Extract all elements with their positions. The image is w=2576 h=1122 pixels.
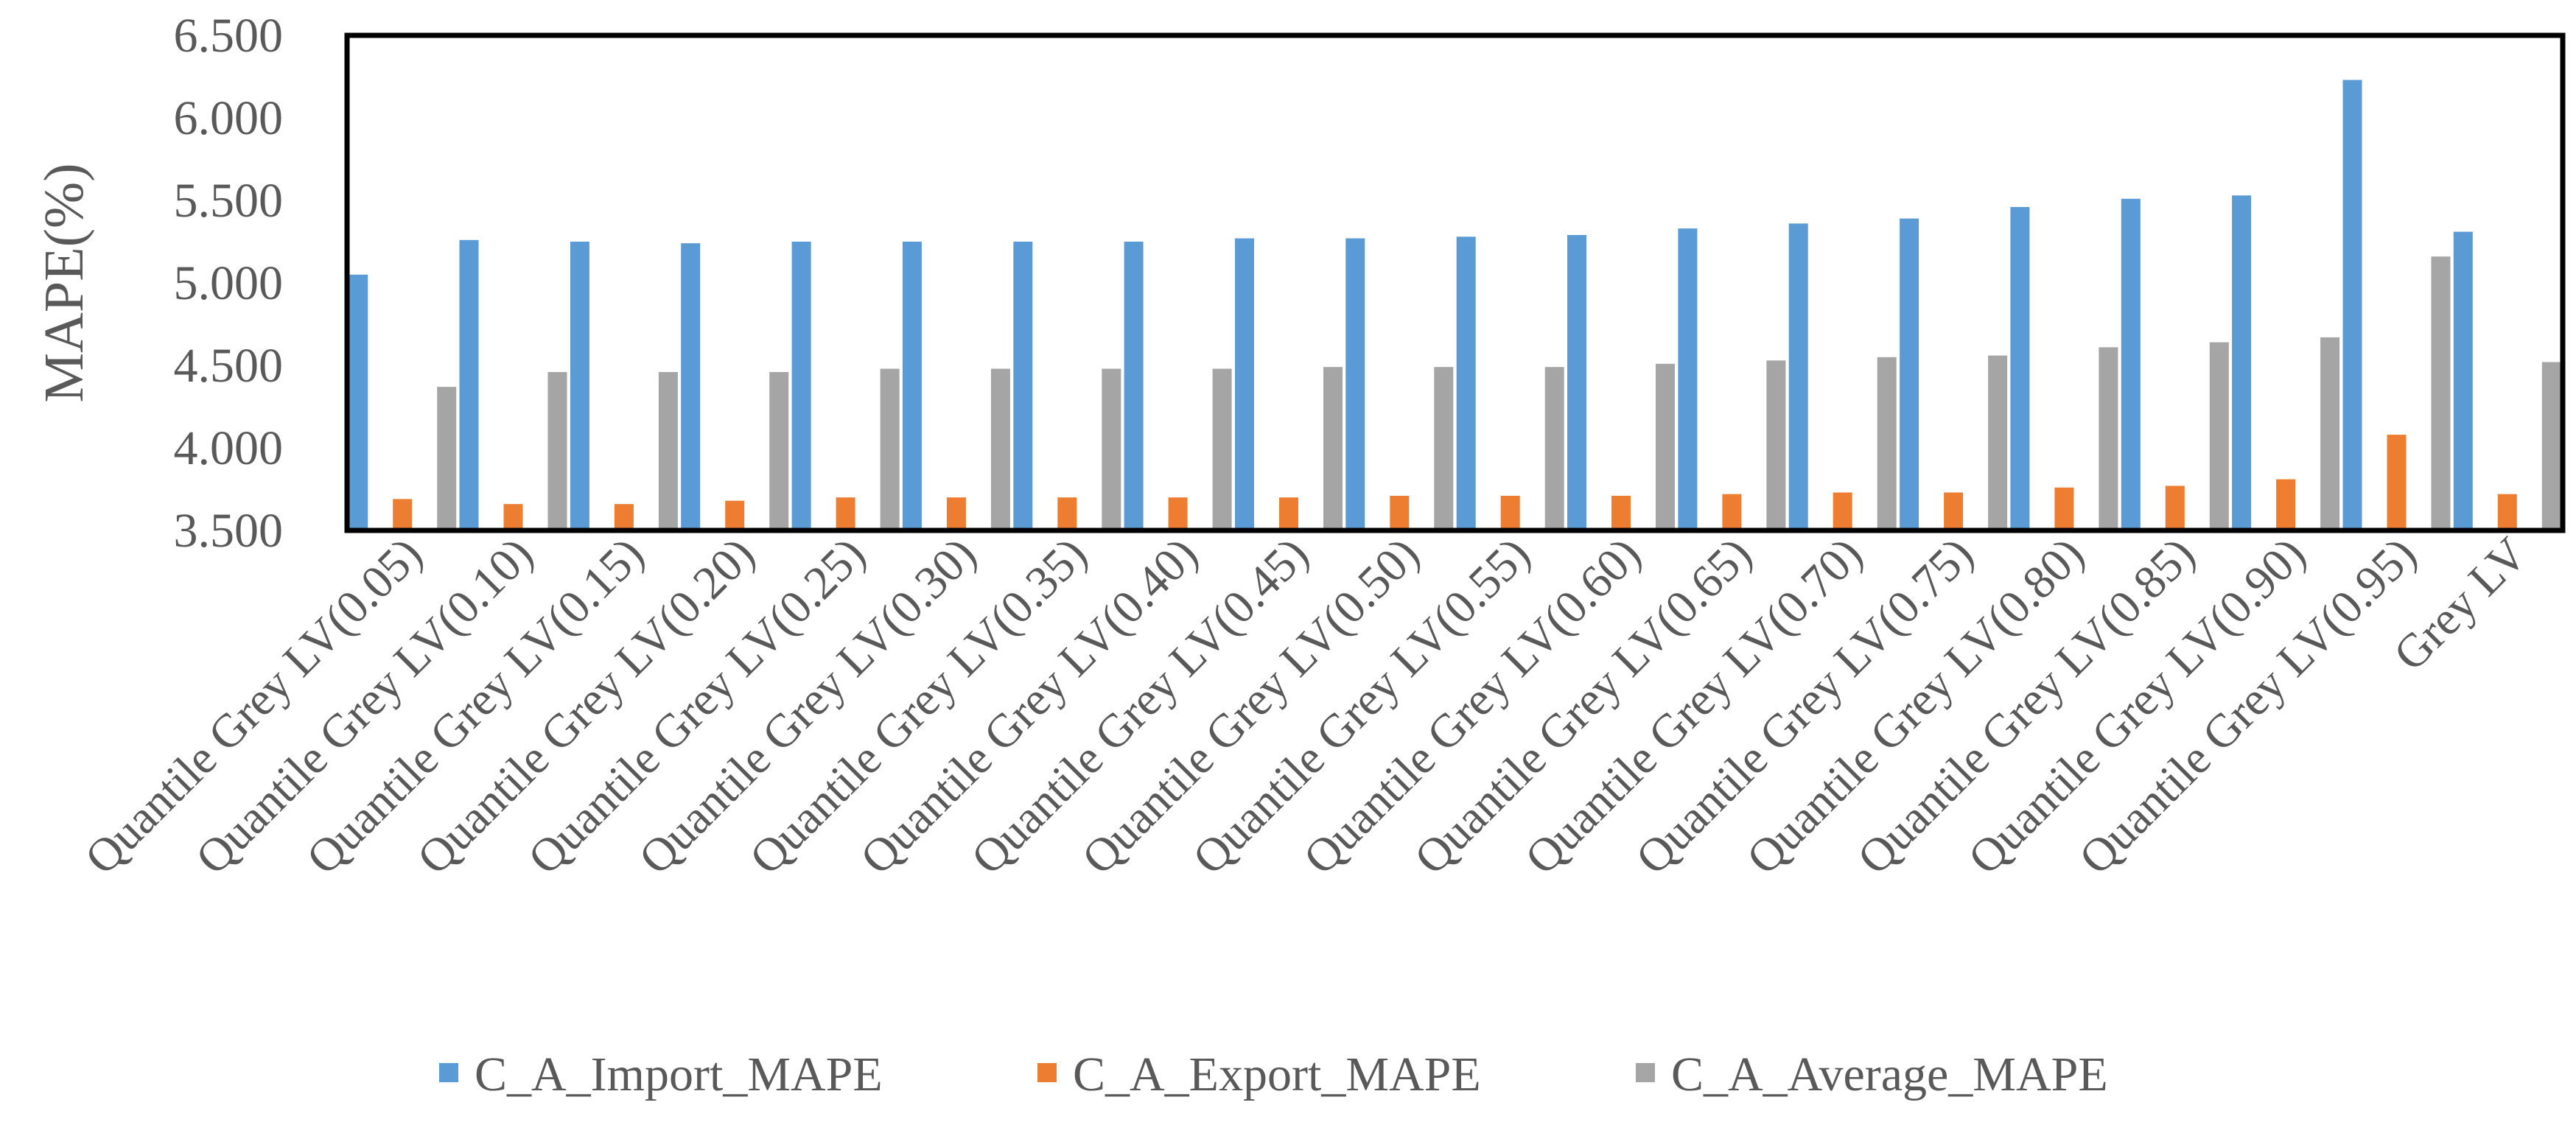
bar-C_A_Average_MAPE-15 [1988, 355, 2008, 530]
bar-C_A_Average_MAPE-16 [2099, 347, 2118, 530]
bar-C_A_Average_MAPE-8 [1212, 368, 1232, 530]
y-tick-label: 6.000 [174, 91, 284, 145]
bar-C_A_Export_MAPE-7 [1057, 497, 1077, 530]
bar-C_A_Export_MAPE-14 [1833, 492, 1852, 530]
y-tick-label: 3.500 [174, 504, 284, 558]
bar-C_A_Average_MAPE-12 [1656, 363, 1675, 530]
bar-C_A_Average_MAPE-11 [1544, 367, 1564, 530]
bar-C_A_Import_MAPE-12 [1567, 235, 1586, 530]
bar-C_A_Export_MAPE-17 [2165, 485, 2185, 530]
bar-C_A_Import_MAPE-4 [681, 243, 701, 530]
bar-C_A_Average_MAPE-19 [2431, 256, 2451, 530]
bar-C_A_Export_MAPE-13 [1722, 494, 1742, 530]
bar-C_A_Import_MAPE-17 [2121, 198, 2141, 530]
bar-C_A_Average_MAPE-14 [1877, 357, 1897, 530]
bar-C_A_Export_MAPE-12 [1611, 496, 1631, 530]
bar-C_A_Export_MAPE-5 [836, 497, 855, 530]
bar-C_A_Average_MAPE-7 [1102, 368, 1121, 530]
bar-C_A_Export_MAPE-2 [503, 504, 523, 530]
bar-C_A_Import_MAPE-13 [1678, 228, 1698, 530]
y-tick-label: 4.500 [174, 339, 284, 393]
legend-label-C_A_Average_MAPE: C_A_Average_MAPE [1671, 1048, 2108, 1101]
bar-C_A_Export_MAPE-20 [2497, 494, 2517, 530]
legend-swatch-C_A_Export_MAPE [1037, 1063, 1057, 1082]
bar-C_A_Import_MAPE-7 [1013, 242, 1033, 530]
bar-C_A_Import_MAPE-9 [1235, 238, 1254, 530]
bar-C_A_Export_MAPE-3 [614, 504, 634, 530]
bar-C_A_Import_MAPE-16 [2010, 207, 2030, 530]
bar-C_A_Import_MAPE-20 [2453, 231, 2473, 530]
bar-C_A_Average_MAPE-10 [1434, 367, 1454, 530]
bar-C_A_Average_MAPE-3 [658, 372, 678, 530]
bar-C_A_Export_MAPE-19 [2387, 435, 2407, 530]
bar-C_A_Import_MAPE-8 [1124, 242, 1144, 530]
legend-swatch-C_A_Import_MAPE [439, 1063, 458, 1082]
bar-C_A_Average_MAPE-5 [880, 368, 900, 530]
bar-C_A_Export_MAPE-8 [1168, 497, 1188, 530]
bar-C_A_Export_MAPE-6 [946, 497, 966, 530]
y-tick-label: 5.000 [174, 256, 284, 310]
x-axis-category-labels: Quantile Grey LV(0.05)Quantile Grey LV(0… [74, 527, 2536, 885]
bar-C_A_Export_MAPE-18 [2276, 479, 2296, 530]
y-tick-label: 5.500 [174, 174, 284, 228]
bar-C_A_Average_MAPE-6 [990, 368, 1010, 530]
bar-C_A_Import_MAPE-1 [349, 274, 368, 530]
bar-C_A_Export_MAPE-15 [1944, 492, 1964, 530]
legend-label-C_A_Import_MAPE: C_A_Import_MAPE [475, 1048, 883, 1101]
bar-C_A_Import_MAPE-14 [1788, 223, 1808, 530]
bar-C_A_Export_MAPE-1 [393, 499, 413, 530]
bar-C_A_Export_MAPE-10 [1390, 496, 1410, 530]
bar-C_A_Import_MAPE-18 [2232, 195, 2252, 530]
bar-C_A_Export_MAPE-9 [1279, 497, 1298, 530]
legend: C_A_Import_MAPE C_A_Export_MAPE C_A_Averag… [439, 1048, 2108, 1101]
legend-label-C_A_Export_MAPE: C_A_Export_MAPE [1073, 1048, 1481, 1101]
y-tick-label: 4.000 [174, 421, 284, 475]
bar-C_A_Export_MAPE-11 [1500, 496, 1520, 530]
bar-C_A_Average_MAPE-4 [769, 372, 789, 530]
y-tick-label: 6.500 [174, 9, 284, 63]
bar-C_A_Average_MAPE-2 [547, 372, 567, 530]
bar-C_A_Import_MAPE-6 [902, 242, 922, 530]
bar-C_A_Import_MAPE-5 [791, 242, 811, 530]
bar-C_A_Average_MAPE-13 [1766, 360, 1786, 530]
bar-C_A_Export_MAPE-16 [2054, 487, 2074, 530]
bar-C_A_Import_MAPE-10 [1345, 238, 1365, 530]
bar-C_A_Average_MAPE-17 [2209, 342, 2229, 530]
bar-C_A_Import_MAPE-15 [1900, 218, 1919, 530]
bar-C_A_Average_MAPE-18 [2320, 337, 2340, 530]
bar-C_A_Import_MAPE-3 [570, 242, 589, 530]
bars-layer [349, 80, 2561, 530]
y-axis-tick-labels: 3.500 4.000 4.500 5.000 5.500 6.000 6.500 [174, 9, 284, 558]
bar-C_A_Average_MAPE-20 [2541, 362, 2561, 530]
bar-C_A_Import_MAPE-19 [2342, 80, 2362, 530]
bar-C_A_Average_MAPE-1 [437, 387, 457, 530]
y-axis-title: MAPE(%) [33, 163, 95, 402]
plot-area-border [344, 32, 2566, 533]
legend-swatch-C_A_Average_MAPE [1636, 1063, 1655, 1082]
bar-C_A_Average_MAPE-9 [1323, 367, 1343, 530]
bar-C_A_Import_MAPE-2 [459, 239, 479, 530]
bar-C_A_Export_MAPE-4 [725, 500, 745, 530]
bar-C_A_Import_MAPE-11 [1456, 236, 1476, 530]
